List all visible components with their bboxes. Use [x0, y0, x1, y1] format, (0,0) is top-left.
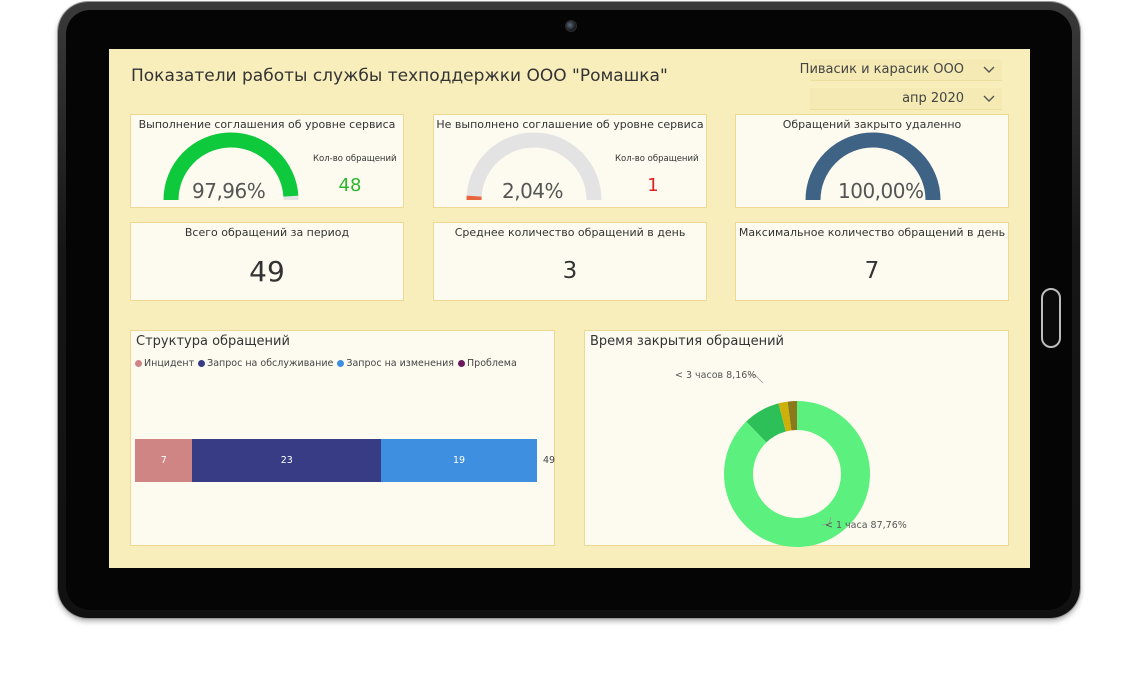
gauge-track [466, 132, 602, 201]
page-title: Показатели работы службы техподдержки ОО… [131, 66, 668, 86]
sla-not-met-count: 1 [647, 175, 659, 196]
legend-dot [135, 360, 142, 367]
chevron-down-icon[interactable] [982, 91, 996, 105]
structure-title: Структура обращений [136, 334, 290, 349]
legend-dot [458, 360, 466, 367]
sla-not-met-card: Не выполнено соглашение об уровне сервис… [433, 114, 707, 208]
chevron-down-icon[interactable] [982, 62, 996, 76]
legend-item[interactable]: Инцидент [135, 358, 194, 369]
leader-line [748, 374, 764, 384]
structure-total-label: 49 [543, 455, 556, 466]
legend-item[interactable]: Запрос на изменения [337, 358, 454, 369]
gauge-fill [805, 132, 941, 201]
legend-item[interactable]: Запрос на обслуживание [198, 358, 333, 369]
donut-slice[interactable] [778, 401, 792, 432]
closed-remote-gauge [805, 132, 941, 201]
closing-time-panel: Время закрытия обращений < 3 часов 8,16%… [584, 330, 1009, 547]
total-requests-title: Всего обращений за период [184, 226, 350, 239]
stacked-bar-segment[interactable]: 7 [135, 439, 193, 482]
closing-time-donut [724, 374, 870, 547]
closing-time-title: Время закрытия обращений [590, 334, 784, 349]
period-slicer-value: апр 2020 [902, 91, 964, 106]
gauge-fill [163, 132, 299, 201]
sla-met-title: Выполнение соглашения об уровне сервиса [138, 118, 396, 131]
donut-slice[interactable] [787, 401, 797, 431]
stacked-bar-segment[interactable]: 23 [192, 439, 382, 482]
sla-met-percent: 97,96% [192, 179, 266, 203]
company-slicer-value: Пивасик и карасик ООО [799, 62, 964, 77]
legend-label: Инцидент [144, 358, 195, 369]
avg-per-day-title: Среднее количество обращений в день [454, 226, 686, 239]
leader-line [821, 516, 832, 526]
legend-label: Проблема [467, 358, 517, 369]
company-slicer[interactable]: Пивасик и карасик ООО [800, 59, 1002, 81]
home-button[interactable] [1041, 288, 1061, 348]
structure-stacked-bar: 7 23 19 [135, 439, 537, 482]
legend-dot [337, 360, 345, 367]
closed-remote-percent: 100,00% [838, 179, 924, 203]
max-per-day-card: Максимальное количество обращений в день… [735, 222, 1009, 301]
sla-not-met-title: Не выполнено соглашение об уровне сервис… [436, 118, 704, 131]
dashboard-screen: Показатели работы службы техподдержки ОО… [109, 49, 1030, 568]
camera-icon [565, 20, 577, 32]
total-requests-card: Всего обращений за период 49 [130, 222, 404, 301]
sla-met-gauge [163, 132, 299, 201]
legend-item[interactable]: Проблема [458, 358, 517, 369]
donut-slice[interactable] [724, 401, 870, 547]
max-per-day-value: 7 [864, 258, 880, 284]
closed-remote-card: Обращений закрыто удаленно 100,00% [735, 114, 1009, 208]
sla-not-met-gauge [466, 132, 602, 201]
sla-not-met-count-label: Кол-во обращений [615, 154, 699, 164]
sla-not-met-percent: 2,04% [502, 179, 564, 203]
structure-legend: Инцидент Запрос на обслуживание Запрос н… [135, 358, 517, 369]
avg-per-day-value: 3 [562, 258, 578, 284]
sla-met-count-label: Кол-во обращений [313, 154, 397, 164]
sla-met-card: Выполнение соглашения об уровне сервиса … [130, 114, 404, 208]
structure-panel: Структура обращений Инцидент Запрос на о… [130, 330, 555, 546]
sla-met-count: 48 [338, 175, 362, 196]
total-requests-value: 49 [249, 255, 285, 288]
closed-remote-title: Обращений закрыто удаленно [782, 118, 962, 131]
donut-label-lt3: < 3 часов 8,16% [675, 370, 757, 381]
stacked-bar-segment[interactable]: 19 [381, 439, 537, 482]
donut-label-lt1: < 1 часа 87,76% [825, 520, 907, 531]
legend-label: Запрос на обслуживание [207, 358, 334, 369]
legend-dot [198, 360, 206, 367]
donut-slice[interactable] [746, 403, 786, 443]
legend-label: Запрос на изменения [346, 358, 455, 369]
avg-per-day-card: Среднее количество обращений в день 3 [433, 222, 707, 301]
max-per-day-title: Максимальное количество обращений в день [738, 226, 1006, 239]
period-slicer[interactable]: апр 2020 [810, 88, 1002, 110]
